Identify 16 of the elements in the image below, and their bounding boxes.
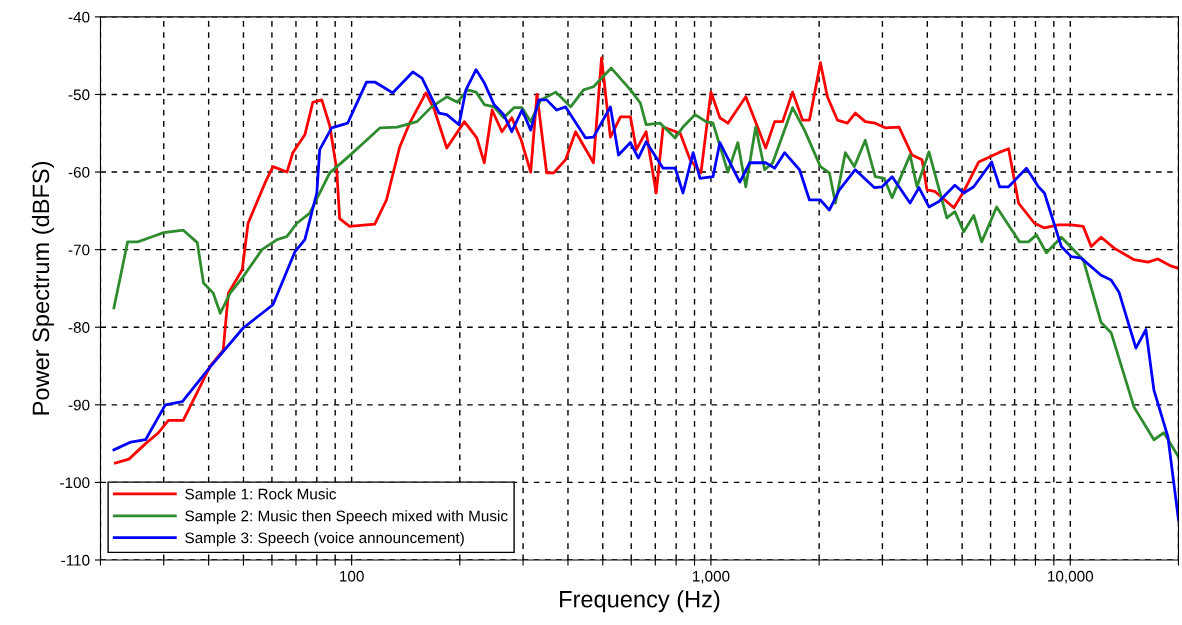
- x-tick-label: 1,000: [693, 570, 730, 584]
- y-tick-label: -80: [68, 322, 90, 333]
- y-tick-label: -110: [61, 554, 90, 566]
- y-tick-label: -60: [68, 166, 90, 178]
- y-tick-label: -70: [68, 244, 90, 256]
- x-axis-title: Frequency (Hz): [560, 590, 720, 613]
- y-tick-label: -100: [60, 477, 90, 489]
- legend-label: Sample 1: Rock Music: [185, 488, 337, 503]
- legend-label: Sample 2: Music then Speech mixed with Music: [185, 510, 508, 525]
- y-tick-label: -40: [68, 11, 90, 23]
- legend-label: Sample 3: Speech (voice announcement): [185, 532, 464, 547]
- y-tick-label: -50: [68, 89, 90, 101]
- y-tick-label: -90: [68, 399, 90, 411]
- y-axis-title: Power Spectrum (dBFS): [31, 161, 54, 415]
- x-tick-label: 10,000: [1048, 570, 1094, 584]
- x-tick-label: 100: [340, 570, 364, 582]
